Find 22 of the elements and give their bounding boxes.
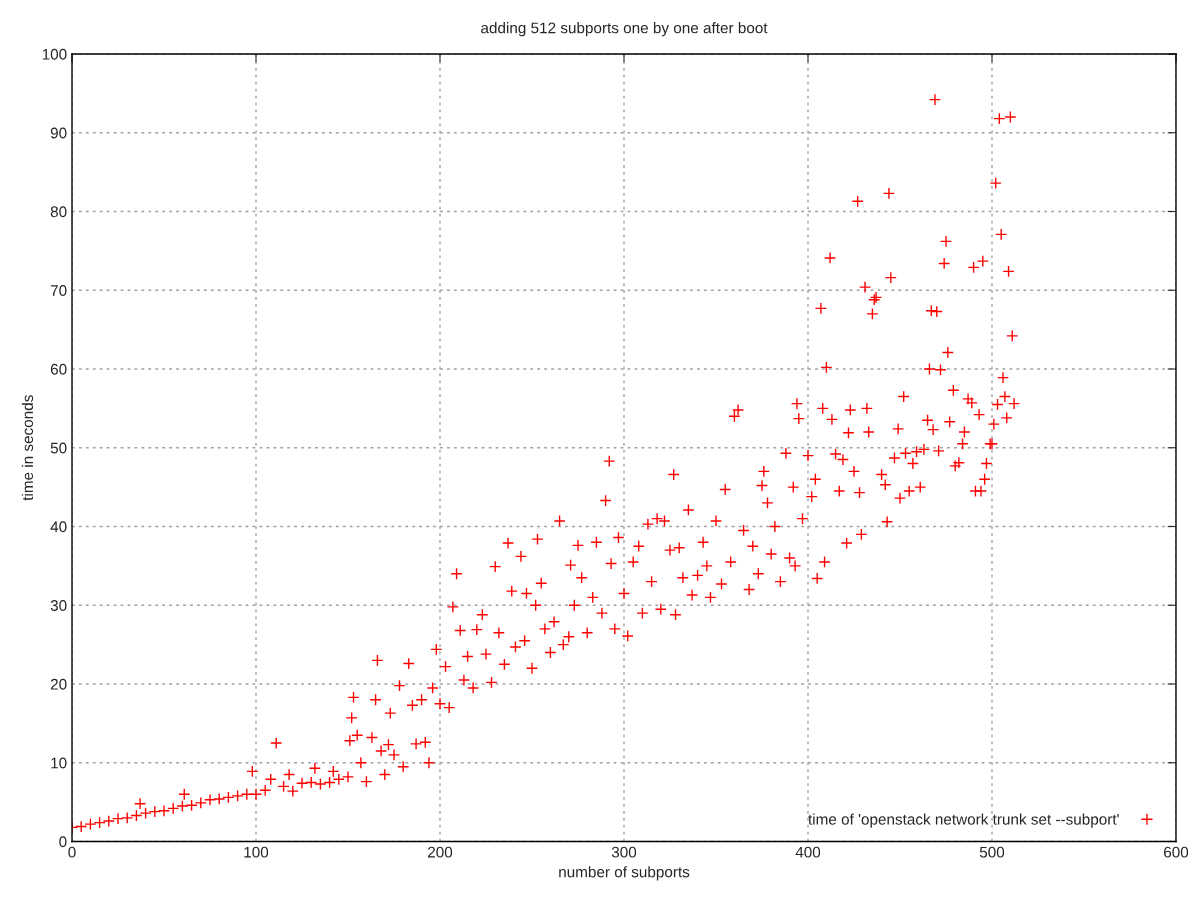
y-tick-label: 20 (50, 678, 67, 690)
y-tick-label: 90 (50, 127, 67, 139)
y-tick-label: 40 (50, 521, 67, 533)
legend-label: time of 'openstack network trunk set --subport' (808, 813, 1119, 828)
y-tick-label: 30 (50, 600, 67, 611)
x-tick-label: 0 (68, 846, 76, 858)
y-tick-label: 70 (50, 285, 67, 296)
y-tick-label: 60 (50, 363, 67, 375)
y-axis-title: time in seconds (21, 395, 34, 501)
y-tick-label: 100 (42, 48, 67, 60)
x-tick-label: 600 (1164, 846, 1189, 858)
y-tick-label: 50 (50, 442, 67, 454)
x-tick-label: 300 (611, 846, 637, 858)
x-tick-label: 100 (244, 846, 269, 858)
y-tick-label: 10 (51, 757, 67, 769)
chart-title: adding 512 subports one by one after boot (481, 22, 768, 37)
x-tick-label: 400 (795, 846, 821, 858)
x-tick-label: 200 (428, 846, 453, 858)
y-tick-label: 0 (59, 836, 67, 848)
y-tick-label: 80 (50, 206, 67, 218)
x-tick-label: 500 (979, 846, 1005, 858)
x-axis-title: number of subports (559, 866, 690, 881)
